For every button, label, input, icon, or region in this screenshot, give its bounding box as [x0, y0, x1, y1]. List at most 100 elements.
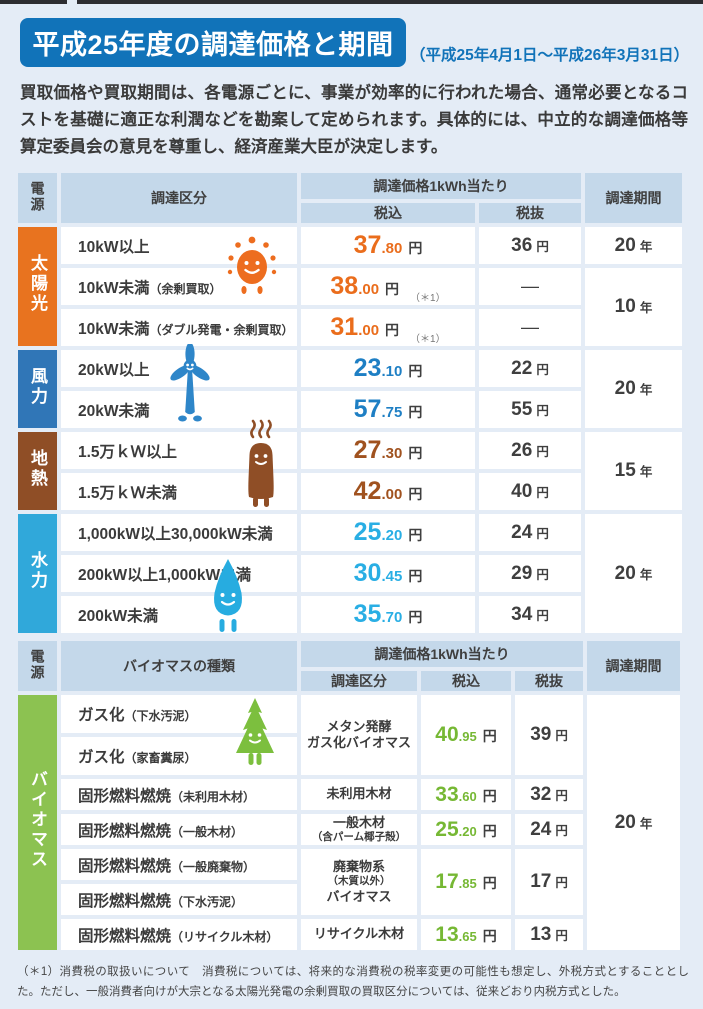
category-cell: 一般木材 （含パーム椰子殻） [301, 814, 417, 845]
table-row: 固形燃料燃焼（下水汚泥） [18, 884, 680, 915]
biomass-type-cell: 固形燃料燃焼（下水汚泥） [61, 884, 297, 915]
price-tax-excluded: 13 円 [515, 919, 584, 950]
category-cell: メタン発酵 ガス化バイオマス [301, 695, 417, 775]
category-cell: 未利用木材 [301, 779, 417, 810]
price-tax-included: 37.80 円 [301, 227, 475, 264]
table-row: 200kW未満 35.70 円 34 円 [18, 596, 682, 633]
period-cell: 10 年 [585, 268, 682, 346]
price-tax-excluded-dash: — [479, 268, 581, 305]
page-title: 平成25年度の調達価格と期間 [32, 30, 394, 60]
table-row: 地熱 1.5万ｋＷ以上 27.30 円 26 円 15 年 [18, 432, 682, 510]
price-tax-included: 13.65 円 [421, 919, 511, 950]
table-row: 20kW未満 57.75 円 55 円 [18, 391, 682, 428]
category-cell: 1,000kW以上30,000kW未満 [61, 514, 297, 551]
period-cell: 20 年 [587, 695, 681, 950]
price-tax-included: 38.00 円（＊1） [301, 268, 475, 305]
price-tax-included: 33.60 円 [421, 779, 511, 810]
table1-header-row: 電源 調達区分 調達価格1kWh当たり 調達期間 [18, 173, 682, 223]
top-divider-bar [0, 0, 703, 4]
biomass-type-cell: 固形燃料燃焼（未利用木材） [61, 779, 297, 810]
table-row: 10kW未満（余剰買取） 38.00 円（＊1） — 10 年 [18, 268, 682, 346]
fiscal-period-range: （平成25年4月1日～平成26年3月31日） [410, 47, 690, 64]
price-tax-included: 30.45 円 [301, 555, 475, 592]
price-tax-excluded: 55 円 [479, 391, 581, 428]
category-cell: 20kW以上 [61, 350, 297, 387]
price-tax-excluded: 39 円 [515, 695, 584, 775]
price-tax-excluded-dash: — [479, 309, 581, 346]
category-cell: 10kW未満（ダブル発電・余剰買取） [61, 309, 297, 346]
category-cell: 20kW未満 [61, 391, 297, 428]
header-category: 調達区分 [61, 173, 297, 223]
category-cell: 廃棄物系 （木質以外） バイオマス [301, 849, 417, 915]
fit-price-table: 電源 調達区分 調達価格1kWh当たり 調達期間 税込 税抜 太陽光 10kW以… [14, 169, 686, 637]
header-category: 調達区分 [301, 671, 417, 691]
price-tax-excluded: 26 円 [479, 432, 581, 469]
footnote-marker: （＊1） [410, 334, 446, 345]
header-source: 電源 [18, 641, 57, 691]
header-source: 電源 [18, 173, 57, 223]
source-biomass: バイオマス [18, 695, 57, 950]
price-tax-included: 35.70 円 [301, 596, 475, 633]
table2-subheader-row: 調達区分 税込 税抜 [18, 671, 680, 691]
header-price-group: 調達価格1kWh当たり [301, 173, 581, 199]
biomass-type-cell: 固形燃料燃焼（一般木材） [61, 814, 297, 845]
category-cell: 200kW以上1,000kW未満 [61, 555, 297, 592]
wind-turbine-icon [170, 344, 210, 422]
header-tax-excluded: 税抜 [515, 671, 584, 691]
consumption-tax-footnote: （＊1）消費税の取扱いについて 消費税については、将来的な消費税の税率変更の可能… [17, 966, 689, 999]
price-tax-excluded: 29 円 [479, 555, 581, 592]
price-tax-included: 31.00 円（＊1） [301, 309, 475, 346]
hot-spring-icon [248, 419, 274, 507]
header-tax-included: 税込 [421, 671, 511, 691]
header-price-group: 調達価格1kWh当たり [301, 641, 584, 667]
table-row: 1.5万ｋＷ未満 42.00 円 40 円 [18, 473, 682, 510]
header-period: 調達期間 [585, 173, 682, 223]
price-tax-excluded: 34 円 [479, 596, 581, 633]
header-tax-included: 税込 [301, 203, 475, 223]
header-biomass-type: バイオマスの種類 [61, 641, 297, 691]
price-tax-excluded: 24 円 [515, 814, 584, 845]
top-divider-gap [67, 0, 77, 4]
page-title-box: 平成25年度の調達価格と期間 [20, 18, 406, 67]
price-tax-included: 23.10 円 [301, 350, 475, 387]
table-row: 固形燃料燃焼（リサイクル木材） リサイクル木材 13.65 円 13 円 [18, 919, 680, 950]
period-cell: 20 年 [585, 514, 682, 633]
source-wind: 風力 [18, 350, 57, 428]
price-tax-excluded: 40 円 [479, 473, 581, 510]
period-cell: 20 年 [585, 350, 682, 428]
tree-icon [236, 698, 274, 765]
table-row: 風力 20kW以上 23.10 円 22 円 20 年 [18, 350, 682, 428]
price-tax-included: 25.20 円 [301, 514, 475, 551]
price-tax-excluded: 24 円 [479, 514, 581, 551]
category-cell: リサイクル木材 [301, 919, 417, 950]
intro-paragraph: 買取価格や買取期間は、各電源ごとに、事業が効率的に行われた場合、通常必要となるコ… [20, 84, 688, 156]
price-tax-included: 40.95 円 [421, 695, 511, 775]
biomass-type-cell: 固形燃料燃焼（一般廃棄物） [61, 849, 297, 880]
table2-header-row: 電源 バイオマスの種類 調達価格1kWh当たり 調達期間 [18, 641, 681, 691]
table-row: バイオマス ガス化（下水汚泥） メタン発酵 ガス化バイオマス 40.95 円 39 円… [18, 695, 681, 950]
category-cell: 200kW未満 [61, 596, 297, 633]
table-row: 太陽光 10kW以上 37.80 円 36 円 20 年 [18, 227, 682, 346]
table-row: 固形燃料燃焼（未利用木材） 未利用木材 33.60 円 32 円 [18, 779, 680, 810]
price-tax-included: 42.00 円 [301, 473, 475, 510]
table-row: 10kW未満（ダブル発電・余剰買取） 31.00 円（＊1） — [18, 309, 682, 346]
table-row: 水力 1,000kW以上30,000kW未満 25.20 円 24 円 20 年 [18, 514, 682, 633]
header-tax-excluded: 税抜 [479, 203, 581, 223]
price-tax-included: 57.75 円 [301, 391, 475, 428]
price-tax-excluded: 22 円 [479, 350, 581, 387]
source-hydro: 水力 [18, 514, 57, 633]
water-drop-icon [214, 559, 242, 632]
source-solar: 太陽光 [18, 227, 57, 346]
price-tax-included: 27.30 円 [301, 432, 475, 469]
table-row: 固形燃料燃焼（一般木材） 一般木材 （含パーム椰子殻） 25.20 円 24 円 [18, 814, 680, 845]
price-tax-included: 17.85 円 [421, 849, 511, 915]
table-row: 固形燃料燃焼（一般廃棄物） 廃棄物系 （木質以外） バイオマス 17.85 円 17 円 [18, 849, 680, 915]
price-tax-excluded: 17 円 [515, 849, 584, 915]
source-geothermal: 地熱 [18, 432, 57, 510]
period-cell: 20 年 [585, 227, 682, 264]
header-period: 調達期間 [587, 641, 681, 691]
table-row: 200kW以上1,000kW未満 30.45 円 29 円 [18, 555, 682, 592]
period-cell: 15 年 [585, 432, 682, 510]
biomass-type-cell: 固形燃料燃焼（リサイクル木材） [61, 919, 297, 950]
